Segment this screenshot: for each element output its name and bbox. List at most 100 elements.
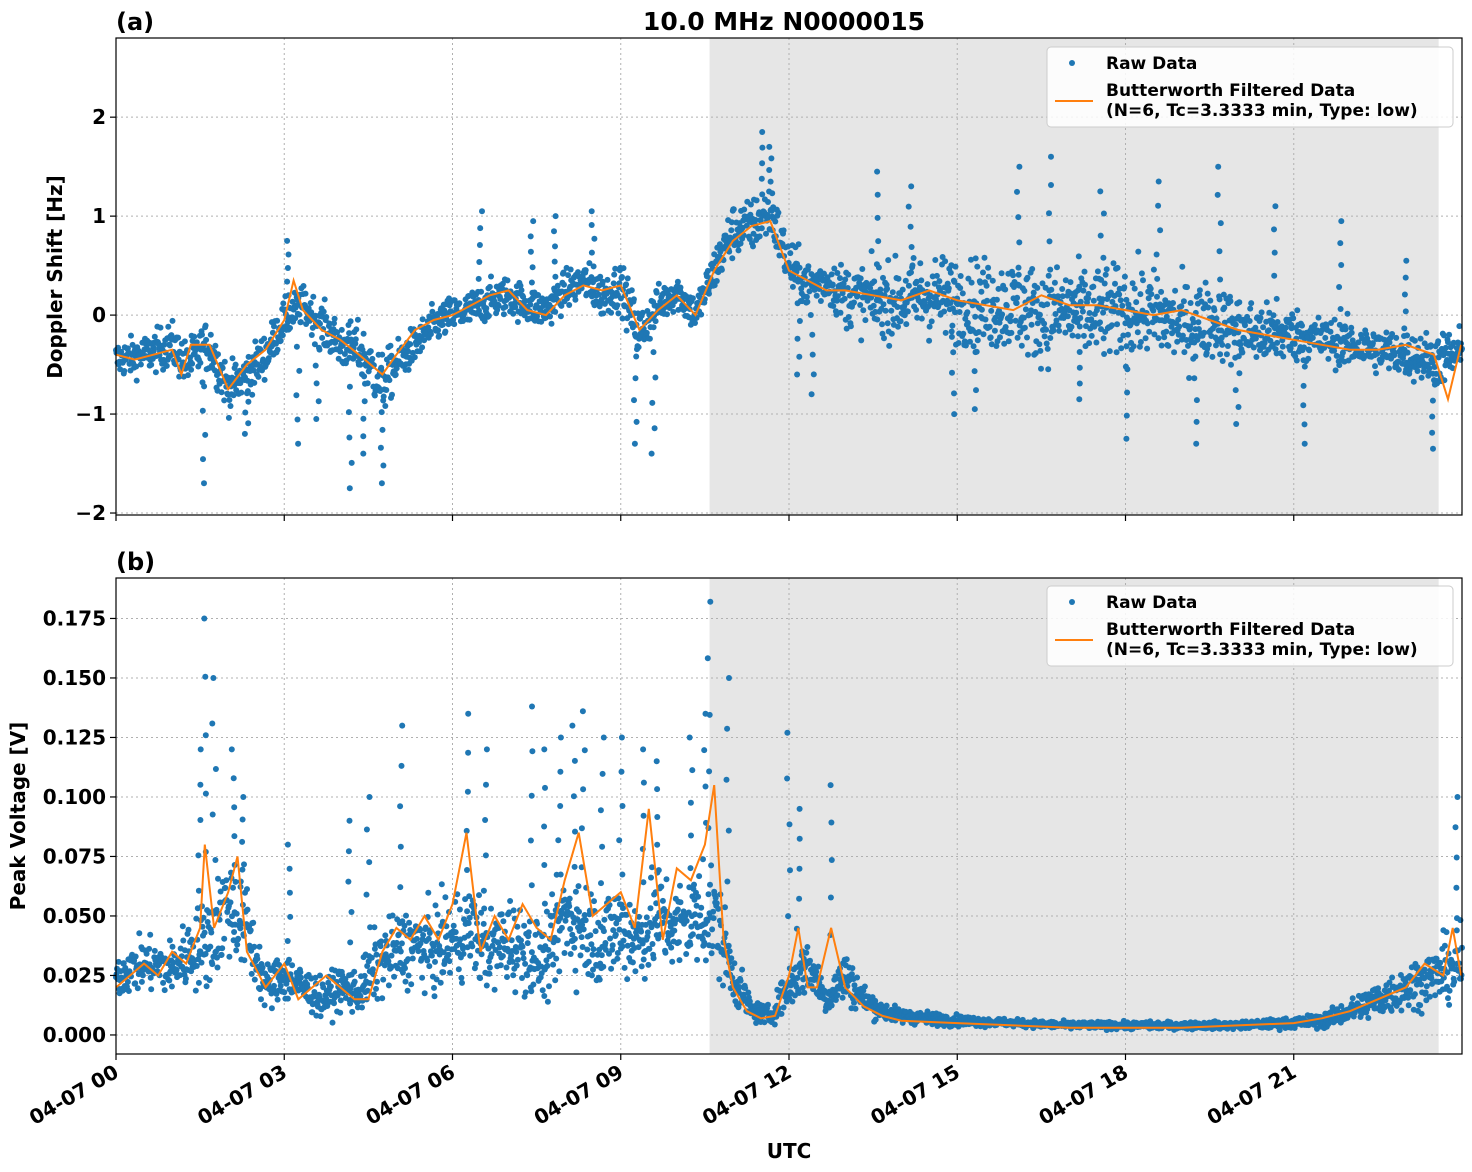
raw-point xyxy=(837,309,844,316)
raw-point xyxy=(772,218,779,225)
raw-point xyxy=(1325,355,1332,362)
raw-point xyxy=(1036,311,1043,318)
raw-point xyxy=(204,919,211,925)
raw-point xyxy=(549,891,556,898)
raw-point xyxy=(378,938,385,945)
raw-point xyxy=(315,398,322,405)
raw-point xyxy=(545,946,552,953)
raw-point xyxy=(587,932,594,939)
raw-point xyxy=(245,420,252,427)
raw-point xyxy=(643,329,650,336)
raw-point xyxy=(705,891,712,898)
raw-point xyxy=(795,241,802,248)
raw-point xyxy=(918,315,925,322)
raw-point xyxy=(640,956,647,963)
raw-point xyxy=(1146,328,1153,335)
raw-point xyxy=(233,910,240,917)
raw-point xyxy=(556,968,563,975)
raw-point xyxy=(161,987,168,994)
raw-point xyxy=(261,1002,268,1009)
raw-point xyxy=(1170,300,1176,306)
raw-point xyxy=(1008,329,1015,336)
raw-point xyxy=(387,342,394,349)
raw-point xyxy=(1348,324,1355,331)
raw-point xyxy=(225,414,232,421)
raw-point xyxy=(989,277,996,284)
raw-point xyxy=(571,935,578,942)
raw-point xyxy=(392,371,399,378)
raw-point xyxy=(371,392,378,399)
raw-point xyxy=(1136,343,1143,350)
raw-point xyxy=(638,928,645,935)
raw-point xyxy=(379,426,386,433)
y-tick-label: 0 xyxy=(92,303,106,327)
raw-point xyxy=(1402,274,1409,281)
raw-point xyxy=(798,285,805,292)
raw-point xyxy=(1041,320,1048,327)
raw-point xyxy=(397,948,404,955)
raw-point xyxy=(548,320,555,327)
raw-point xyxy=(1154,293,1160,300)
raw-point xyxy=(1047,335,1054,341)
raw-point xyxy=(1043,326,1050,333)
raw-point xyxy=(1064,313,1071,320)
raw-point xyxy=(395,931,402,938)
raw-point xyxy=(854,292,861,299)
raw-point xyxy=(942,258,949,265)
raw-point xyxy=(119,987,126,994)
raw-point xyxy=(968,256,974,263)
raw-point xyxy=(201,480,207,487)
raw-point xyxy=(1337,240,1344,247)
raw-point xyxy=(1055,322,1062,329)
raw-point xyxy=(926,337,933,344)
raw-point xyxy=(612,931,619,938)
raw-point xyxy=(1098,276,1105,283)
raw-point xyxy=(374,995,381,1002)
raw-point xyxy=(633,353,640,360)
raw-point xyxy=(695,893,702,900)
raw-point xyxy=(259,964,266,971)
raw-point xyxy=(345,409,352,416)
raw-point xyxy=(1336,284,1343,290)
raw-point xyxy=(385,958,392,965)
raw-point xyxy=(859,266,866,272)
raw-point xyxy=(357,993,364,1000)
raw-point xyxy=(1331,347,1338,354)
raw-point xyxy=(671,927,678,934)
raw-point xyxy=(933,272,940,279)
raw-point xyxy=(238,389,245,396)
raw-point xyxy=(952,263,959,270)
raw-point xyxy=(226,397,233,403)
raw-point xyxy=(284,265,291,271)
raw-point xyxy=(1088,332,1095,339)
raw-point xyxy=(297,969,304,976)
raw-point xyxy=(676,957,683,964)
raw-point xyxy=(995,285,1002,292)
raw-point xyxy=(1001,340,1008,347)
panel-a-label: (a) xyxy=(116,8,154,36)
raw-point xyxy=(596,976,603,983)
raw-point xyxy=(553,955,560,962)
raw-point xyxy=(1081,268,1088,275)
raw-point xyxy=(1121,284,1128,291)
raw-point xyxy=(677,284,684,291)
raw-point xyxy=(1271,272,1278,279)
raw-point xyxy=(261,376,268,383)
raw-point xyxy=(1216,248,1223,255)
raw-point xyxy=(1273,295,1280,302)
raw-point xyxy=(557,313,564,320)
raw-point xyxy=(147,974,154,981)
raw-point xyxy=(903,321,910,328)
raw-point xyxy=(1077,298,1084,305)
panel-a-legend-box xyxy=(1046,46,1454,128)
raw-point xyxy=(1247,305,1254,312)
raw-point xyxy=(395,335,402,342)
raw-point xyxy=(1300,402,1307,409)
raw-point xyxy=(1213,315,1220,322)
raw-point xyxy=(198,959,205,966)
raw-point xyxy=(698,904,705,911)
raw-point xyxy=(619,315,626,322)
raw-point xyxy=(500,918,507,925)
raw-point xyxy=(801,989,808,996)
raw-point xyxy=(804,298,811,305)
